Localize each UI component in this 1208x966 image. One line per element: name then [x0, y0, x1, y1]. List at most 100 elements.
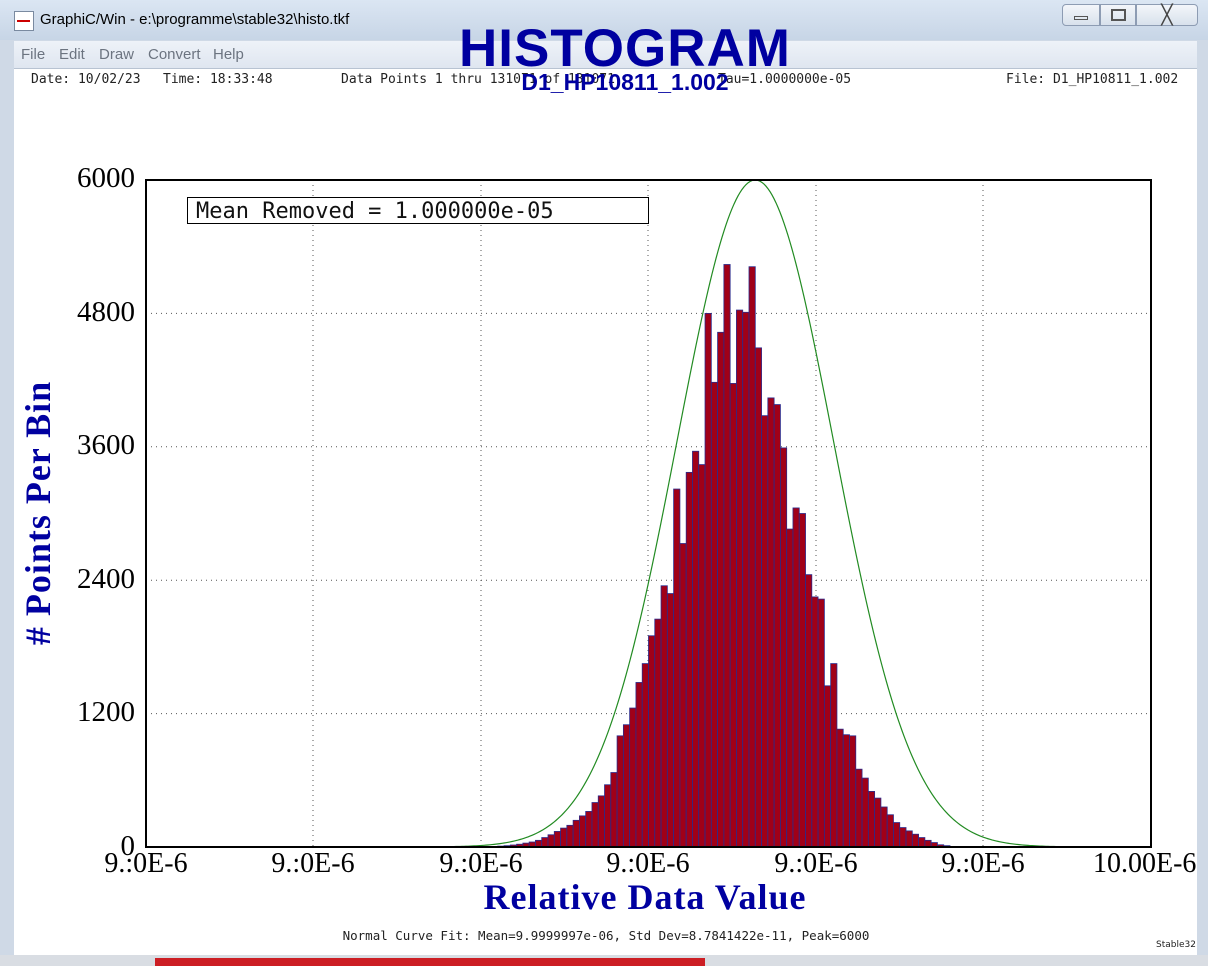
header-tau: Tau=1.0000000e-05 — [718, 72, 852, 87]
x-tick-label: 9.:0E-6 — [104, 848, 188, 879]
histogram-bar — [610, 772, 618, 848]
histogram-bar — [566, 824, 574, 848]
histogram-bar — [836, 728, 844, 848]
x-tick-label: 9.:0E-6 — [439, 848, 523, 879]
histogram-bar — [805, 574, 813, 848]
maximize-icon — [1111, 9, 1126, 21]
x-tick-label: 9.:0E-6 — [774, 848, 858, 879]
x-tick-label: 10.00E-6 — [1093, 848, 1197, 879]
stable32-brand: Stable32 — [1156, 940, 1196, 950]
y-tick-label: 0 — [120, 830, 136, 862]
histogram-bar — [673, 488, 681, 848]
histogram-bar — [855, 768, 863, 848]
menu-edit[interactable]: Edit — [59, 46, 85, 63]
histogram-bar — [685, 471, 693, 848]
histogram-bar — [918, 837, 926, 848]
minimize-icon — [1074, 16, 1088, 20]
histogram-bar — [861, 777, 869, 848]
histogram-bar — [597, 795, 605, 848]
menu-file[interactable]: File — [21, 46, 46, 63]
histogram-bar — [591, 802, 599, 848]
histogram-bar — [723, 264, 731, 848]
histogram-bar — [786, 528, 794, 848]
histogram-bar — [742, 311, 750, 848]
histogram-bar — [823, 685, 832, 848]
histogram-bar — [622, 724, 631, 848]
histogram-bar — [604, 784, 612, 848]
histogram-bar — [905, 830, 913, 848]
histogram-bar — [780, 447, 788, 848]
histogram-bar — [585, 811, 593, 848]
y-tick-label: 2400 — [77, 563, 135, 595]
menu-convert[interactable]: Convert — [148, 46, 201, 63]
histogram-bar — [886, 814, 894, 848]
histogram-bar — [635, 682, 643, 848]
histogram-bar — [893, 822, 901, 848]
histogram-bar — [874, 797, 882, 848]
y-tick-label: 3600 — [77, 429, 135, 461]
histogram-bar — [867, 791, 876, 848]
histogram-bar — [648, 635, 656, 848]
title-bar[interactable]: GraphiC/Win - e:\programme\stable32\hist… — [0, 0, 1208, 40]
mean-removed-annotation: Mean Removed = 1.000000e-05 — [187, 197, 649, 224]
y-tick-label: 1200 — [77, 696, 135, 728]
plot-frame — [145, 179, 1152, 848]
maximize-button[interactable] — [1100, 4, 1136, 26]
header-file: File: D1_HP10811_1.002 — [1006, 72, 1179, 87]
taskbar-strip — [0, 955, 1208, 966]
histogram-bar — [541, 837, 549, 848]
histogram-bar — [761, 415, 769, 848]
histogram-bar — [535, 839, 543, 848]
histogram-bar — [767, 397, 775, 848]
histogram-bar — [666, 593, 675, 848]
y-tick-label: 4800 — [77, 296, 135, 328]
header-data-points: Data Points 1 thru 131071 of 131071 — [341, 72, 615, 87]
menu-draw[interactable]: Draw — [99, 46, 135, 63]
histogram-bar — [679, 543, 687, 848]
histogram-bar — [616, 735, 624, 848]
histogram-bar — [911, 833, 919, 848]
histogram-bar — [773, 404, 781, 848]
histogram-bar — [698, 464, 706, 848]
histogram-bar — [792, 507, 800, 848]
histogram-bar — [899, 827, 907, 848]
chart-subtitle: D1_HP10811_1.002 — [521, 69, 729, 95]
histogram-bar — [560, 827, 568, 848]
graphic-app-icon[interactable] — [14, 11, 34, 31]
fit-parameters-text: Normal Curve Fit: Mean=9.9999997e-06, St… — [342, 928, 870, 943]
histogram-bar — [924, 839, 932, 848]
histogram-bar — [754, 347, 762, 848]
histogram-bar — [830, 663, 838, 848]
x-axis-label: Relative Data Value — [483, 877, 807, 917]
histogram-bar — [547, 834, 555, 848]
histogram-bar — [811, 596, 819, 848]
histogram-bar — [629, 707, 637, 848]
histogram-bar — [572, 819, 580, 848]
histogram-bar — [880, 806, 888, 848]
x-tick-label: 9.:0E-6 — [271, 848, 355, 879]
histogram-bar — [553, 831, 561, 848]
histogram-bar — [842, 734, 850, 848]
y-axis-label: # Points Per Bin — [18, 380, 58, 646]
histogram-bar — [641, 663, 649, 848]
histogram-bar — [704, 312, 712, 848]
histogram-bar — [717, 331, 725, 848]
histogram-bar — [579, 815, 587, 848]
header-time: Time: 18:33:48 — [163, 72, 273, 87]
histogram-bar — [798, 513, 806, 848]
histogram-bar — [817, 598, 825, 848]
chart-title: HISTOGRAM — [459, 19, 791, 78]
histogram-bar — [729, 383, 737, 848]
header-date: Date: 10/02/23 — [31, 72, 141, 87]
menu-bar: File Edit Draw Convert Help — [14, 41, 1197, 69]
histogram-bar — [654, 618, 662, 848]
menu-help[interactable]: Help — [213, 46, 244, 63]
minimize-button[interactable] — [1062, 4, 1100, 26]
y-tick-label: 6000 — [77, 162, 135, 194]
close-button[interactable]: ╳ — [1136, 4, 1198, 26]
histogram-bar — [748, 266, 756, 848]
histogram-bar — [710, 381, 718, 848]
histogram-bar — [660, 585, 668, 848]
window-title: GraphiC/Win - e:\programme\stable32\hist… — [40, 11, 350, 28]
